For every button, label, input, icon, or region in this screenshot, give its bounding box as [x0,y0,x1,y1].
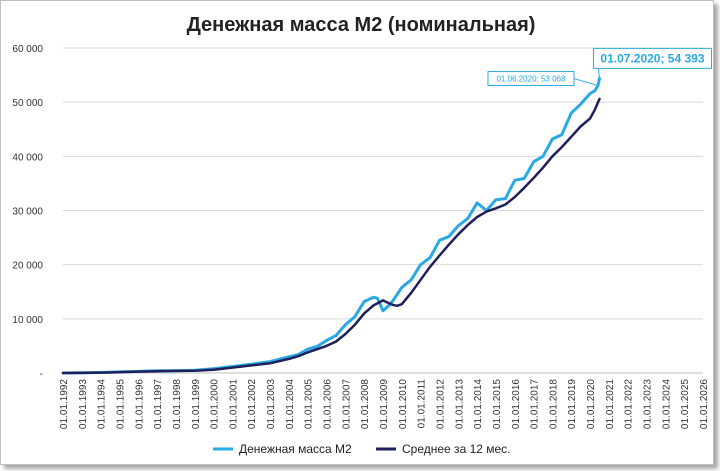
series-line-0 [61,76,601,375]
x-tick-label: 01.01.2010 [398,379,409,429]
x-tick-label: 01.01.2020 [586,379,597,429]
x-tick-label: 01.01.2002 [247,379,258,429]
y-tick-label: 30 000 [12,207,43,218]
annotation-label: 01.06.2020; 53 068 [496,74,566,83]
chart-svg: Денежная масса М2 (номинальная) - 10 000 2… [12,14,712,456]
chart-title: Денежная масса М2 (номинальная) [187,14,536,36]
x-tick-label: 01.01.2018 [548,379,559,429]
annotation-box [487,71,575,87]
x-tick-label: 01.01.2001 [228,379,239,429]
y-tick-label: 20 000 [12,261,43,272]
y-tick-labels: - 10 000 20 000 30 000 40 000 50 000 60 000 [12,44,43,380]
series-lines [61,76,601,375]
x-tick-label: 01.01.2006 [323,379,334,429]
x-tick-label: 01.01.1992 [59,379,70,429]
x-tick-label: 01.01.2014 [473,379,484,429]
x-tick-label: 01.01.1994 [97,379,108,429]
legend: Денежная масса М2 Среднее за 12 мес. [213,442,511,456]
x-tick-label: 01.01.2007 [341,379,352,429]
x-tick-label: 01.01.2022 [624,379,635,429]
x-tick-label: 01.01.2012 [435,379,446,429]
x-tick-label: 01.01.2025 [680,379,691,429]
x-tick-label: 01.01.2000 [210,379,221,429]
y-tick-label: 50 000 [12,98,43,109]
chart-frame: Денежная масса М2 (номинальная) - 10 000 2… [0,0,714,465]
x-tick-label: 01.01.2017 [530,379,541,429]
x-tick-label: 01.01.2026 [699,379,710,429]
x-tick-label: 01.01.2015 [492,379,503,429]
x-tick-label: 01.01.2003 [266,379,277,429]
annotation-leader [573,78,599,87]
series-line-1 [61,97,601,375]
x-tick-label: 01.01.2016 [511,379,522,429]
x-tick-label: 01.01.1993 [78,379,89,429]
y-tick-label: 40 000 [12,152,43,163]
y-tick-label: 10 000 [12,315,43,326]
legend-label-0: Денежная масса М2 [239,442,352,456]
x-tick-label: 01.01.2004 [285,379,296,429]
x-tick-label: 01.01.2024 [661,379,672,429]
legend-label-1: Среднее за 12 мес. [402,442,511,456]
y-tick-label: - [40,369,43,380]
x-tick-label: 01.01.1995 [115,379,126,429]
x-tick-label: 01.01.1996 [134,379,145,429]
x-tick-label: 01.01.2023 [643,379,654,429]
x-tick-label: 01.01.2013 [454,379,465,429]
y-grid [63,47,703,374]
x-tick-label: 01.01.2011 [417,379,428,429]
x-tick-label: 01.01.2019 [567,379,578,429]
x-tick-label: 01.01.2008 [360,379,371,429]
x-tick-label: 01.01.1997 [153,379,164,429]
x-tick-label: 01.01.1998 [172,379,183,429]
annotation-label: 01.07.2020; 54 393 [600,52,704,66]
annotations: 01.07.2020; 54 393 01.06.2020; 53 068 [487,47,712,87]
x-tick-label: 01.01.1999 [191,379,202,429]
x-tick-label: 01.01.2005 [304,379,315,429]
x-tick-labels: 01.01.1992 01.01.1993 01.01.1994 01.01.1995… [59,379,710,429]
y-tick-label: 60 000 [12,44,43,55]
x-tick-label: 01.01.2009 [379,379,390,429]
x-tick-label: 01.01.2021 [605,379,616,429]
annotation-box [592,47,712,69]
